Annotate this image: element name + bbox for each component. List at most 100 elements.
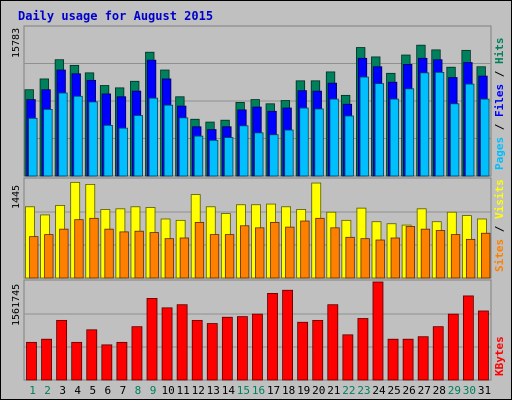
bar-kbytes [161,307,173,381]
bar-kbytes [252,313,263,381]
x-tick-label: 27 [418,384,431,397]
bars-sites-visits [25,181,491,279]
bar-kbytes [402,338,414,381]
bar-pages [208,139,219,177]
bar-kbytes [297,321,309,381]
bar-kbytes [267,293,278,381]
bar-pages [118,127,128,177]
bar-sites [270,221,280,279]
bar-kbytes [86,329,98,381]
legend-visits: Visits [493,179,506,219]
bar-pages [43,109,53,177]
bar-sites [390,237,400,279]
bar-sites [375,239,385,279]
legend-1-line: Pages / Files / Hits [493,38,506,171]
legend-pages: Pages [493,137,506,170]
bar-kbytes [206,323,218,381]
x-tick-label: 29 [448,384,461,397]
bar-pages [88,101,98,177]
legend-kbytes: KBytes [493,336,506,376]
bar-sites [255,227,265,279]
bar-sites [149,232,159,279]
x-tick-label: 3 [59,384,66,397]
bar-sites [465,238,476,279]
panel-kbytes: 1561745 KBytes [11,279,506,381]
ymax-label-3: 1561745 [11,284,22,326]
bar-pages [480,98,490,177]
bar-kbytes [116,341,128,381]
bar-kbytes [176,304,188,381]
x-tick-label: 10 [161,384,174,397]
chart-title: Daily usage for August 2015 [18,9,213,23]
x-tick-label: 6 [105,384,112,397]
bar-sites [240,225,250,279]
bar-sites [435,230,446,279]
legend-separator: / [493,64,506,84]
bar-pages [404,88,415,177]
legend-2: Sites / Visits [493,179,506,272]
bar-kbytes [56,319,68,381]
bar-kbytes [432,326,444,381]
bar-kbytes [417,336,429,381]
bar-pages [178,117,189,177]
bar-pages [193,135,204,177]
bar-kbytes [237,316,248,381]
bar-sites [209,234,220,279]
bar-sites [405,226,416,279]
x-tick-label: 24 [372,384,386,397]
x-tick-label: 1 [29,384,36,397]
bar-pages [465,83,475,177]
x-tick-label: 25 [387,384,400,397]
bar-kbytes [282,289,293,381]
bar-kbytes [101,344,113,381]
legend-3: KBytes [493,336,506,376]
bar-sites [104,228,114,279]
bar-sites [330,227,340,279]
x-tick-label: 26 [403,384,416,397]
bar-pages [329,98,339,177]
x-tick-label: 17 [267,384,280,397]
bar-kbytes [387,338,399,381]
bar-kbytes [26,341,37,381]
ymax-label-1: 15783 [11,28,22,58]
x-tick-label: 31 [478,384,491,397]
bar-kbytes [41,338,52,381]
bar-kbytes [71,341,83,381]
bar-pages [344,115,354,177]
legend-sites: Sites [493,239,506,272]
bar-sites [300,220,310,279]
panel-sites-visits: 1445 Sites / Visits [11,177,506,279]
bar-kbytes [191,319,203,381]
bar-kbytes [312,319,324,381]
bar-sites [345,236,355,279]
legend-separator: / [493,117,506,137]
bar-sites [89,217,99,279]
bar-pages [419,72,430,177]
bar-pages [163,104,174,177]
bar-sites [179,237,190,279]
x-tick-label: 30 [463,384,476,397]
x-tick-label: 19 [297,384,310,397]
bar-kbytes [478,310,489,381]
x-tick-label: 8 [135,384,142,397]
legend-2-line: Sites / Visits [493,179,506,272]
bar-sites [360,238,370,279]
x-tick-label: 14 [222,384,236,397]
x-tick-label: 23 [357,384,370,397]
x-tick-label: 11 [177,384,190,397]
bar-pages [73,95,83,177]
bar-sites [194,221,205,279]
bars-kbytes [26,281,489,381]
bar-pages [314,108,324,177]
x-tick-label: 7 [120,384,127,397]
bar-sites [420,228,431,279]
bar-sites [315,217,325,279]
bar-pages [148,97,159,177]
x-tick-label: 4 [74,384,81,397]
bar-kbytes [146,298,158,381]
bars-hits-files-pages [24,44,490,177]
bar-pages [359,76,369,177]
x-tick-label: 28 [433,384,446,397]
x-tick-label: 13 [207,384,220,397]
